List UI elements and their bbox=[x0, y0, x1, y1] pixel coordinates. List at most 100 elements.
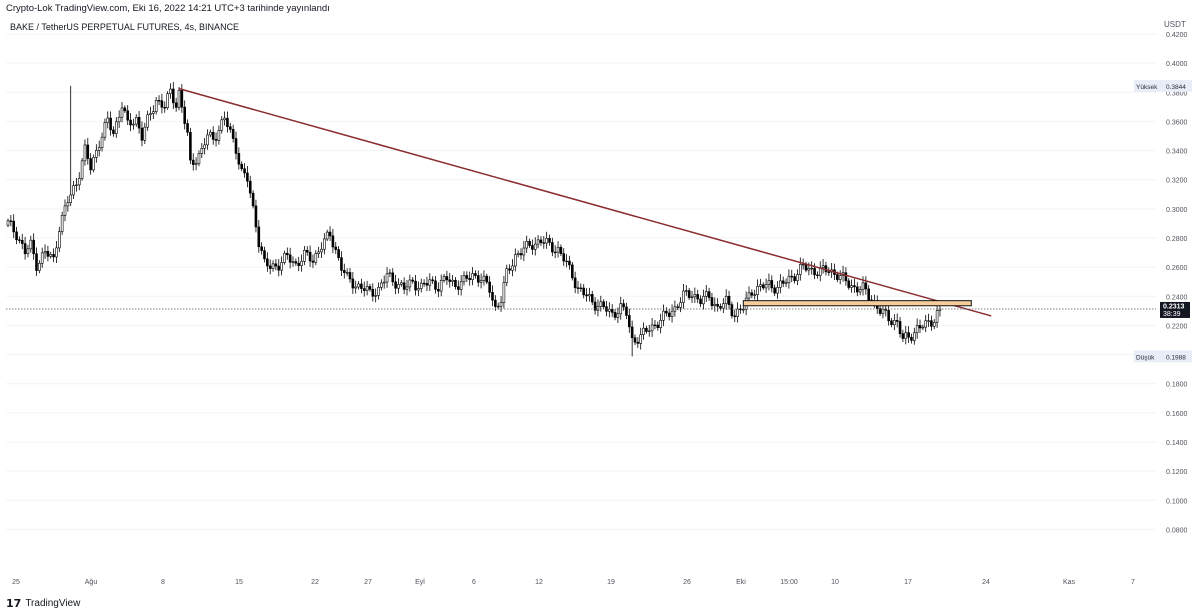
time-tick-label: 8 bbox=[161, 579, 165, 586]
candle-body bbox=[898, 321, 902, 334]
candle-body bbox=[821, 265, 825, 269]
candle-body bbox=[476, 275, 480, 283]
candle-body bbox=[437, 289, 440, 292]
candle-body bbox=[647, 330, 651, 332]
candle-body bbox=[456, 286, 460, 290]
candle-body bbox=[362, 288, 366, 291]
candle-body bbox=[539, 239, 543, 243]
candle-body bbox=[781, 280, 785, 284]
candle-body bbox=[405, 286, 409, 290]
candle-body bbox=[553, 251, 557, 254]
candle-body bbox=[790, 275, 794, 278]
candle-body bbox=[776, 287, 779, 294]
candle-body bbox=[707, 291, 711, 298]
candle-body bbox=[169, 88, 172, 94]
candle-body bbox=[642, 327, 645, 335]
candle-body bbox=[385, 273, 389, 283]
candle-body bbox=[739, 308, 742, 311]
candle-body bbox=[146, 114, 149, 128]
candle-body bbox=[368, 286, 372, 290]
candle-body bbox=[60, 215, 64, 232]
candle-body bbox=[665, 310, 668, 314]
candle-body bbox=[893, 320, 896, 325]
candle-body bbox=[687, 290, 691, 298]
candle-body bbox=[499, 302, 503, 307]
candle-body bbox=[730, 304, 734, 317]
candle-body bbox=[402, 282, 406, 290]
candle-body bbox=[853, 285, 856, 288]
candle-body bbox=[910, 336, 913, 341]
time-tick-label: 10 bbox=[831, 579, 839, 586]
candle-body bbox=[234, 138, 238, 154]
candle-body bbox=[548, 238, 551, 243]
candle-body bbox=[280, 262, 283, 271]
candle-body bbox=[377, 286, 380, 296]
candle-body bbox=[337, 249, 340, 258]
candle-body bbox=[399, 282, 403, 285]
candle-body bbox=[676, 306, 680, 308]
candle-body bbox=[197, 153, 201, 164]
candle-body bbox=[380, 282, 383, 288]
candle-body bbox=[932, 321, 936, 327]
candle-body bbox=[836, 274, 839, 280]
candle-body bbox=[422, 282, 426, 285]
candle-body bbox=[679, 302, 682, 308]
candle-body bbox=[733, 315, 737, 317]
candle-body bbox=[391, 272, 395, 283]
candle-body bbox=[787, 275, 791, 284]
candle-body bbox=[588, 294, 591, 297]
candle-body bbox=[516, 253, 520, 255]
low-label-text: Düşük bbox=[1136, 354, 1155, 361]
high-label-text: Yüksek bbox=[1136, 84, 1158, 91]
candle-body bbox=[827, 271, 831, 273]
candle-body bbox=[134, 117, 138, 125]
candle-body bbox=[519, 253, 523, 256]
candle-body bbox=[625, 306, 628, 316]
candle-body bbox=[596, 306, 600, 311]
candle-body bbox=[117, 116, 121, 123]
candle-body bbox=[112, 129, 115, 134]
candle-body bbox=[434, 280, 437, 290]
candle-body bbox=[26, 248, 30, 255]
candle-body bbox=[129, 119, 132, 126]
candle-body bbox=[291, 261, 295, 263]
candle-body bbox=[414, 280, 417, 291]
price-tick-label: 0.2400 bbox=[1166, 294, 1188, 301]
publish-header: Crypto-Lok TradingView.com, Eki 16, 2022… bbox=[6, 3, 330, 14]
candle-body bbox=[482, 275, 486, 281]
candle-body bbox=[724, 295, 728, 305]
candle-body bbox=[798, 264, 802, 275]
candle-body bbox=[6, 220, 10, 226]
candle-body bbox=[206, 134, 209, 146]
candle-body bbox=[465, 275, 469, 279]
currency-unit: USDT bbox=[1164, 20, 1186, 29]
candle-body bbox=[716, 303, 719, 307]
symbol-title: BAKE / TetherUS PERPETUAL FUTURES, 4s, B… bbox=[10, 22, 240, 32]
candle-body bbox=[459, 281, 463, 290]
candle-body bbox=[756, 286, 759, 296]
time-tick-label: 24 bbox=[982, 579, 990, 586]
candle-body bbox=[103, 122, 107, 138]
candle-body bbox=[570, 264, 574, 279]
candle-body bbox=[314, 253, 318, 263]
candle-body bbox=[251, 192, 255, 207]
candle-body bbox=[816, 274, 819, 276]
candle-body bbox=[479, 280, 483, 283]
time-tick-label: 27 bbox=[364, 579, 372, 586]
candle-body bbox=[394, 281, 397, 289]
time-tick-label: 15 bbox=[235, 579, 243, 586]
candle-body bbox=[29, 239, 33, 250]
candle-body bbox=[454, 279, 457, 287]
candle-body bbox=[328, 231, 332, 237]
candle-body bbox=[878, 308, 882, 314]
candle-body bbox=[243, 168, 246, 174]
candle-body bbox=[904, 332, 908, 339]
candle-body bbox=[126, 110, 129, 121]
candle-body bbox=[710, 297, 714, 306]
candle-body bbox=[52, 254, 55, 258]
candle-body bbox=[653, 324, 657, 327]
candle-body bbox=[448, 279, 452, 282]
candle-body bbox=[753, 294, 757, 296]
price-tick-label: 0.1800 bbox=[1166, 382, 1188, 389]
